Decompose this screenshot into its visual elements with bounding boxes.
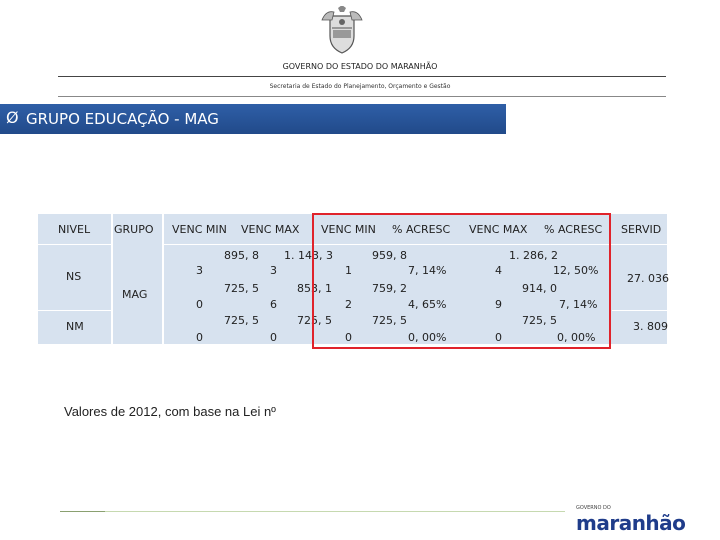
- nivel-nm: NM: [66, 320, 84, 333]
- table-cell: 9: [495, 298, 502, 311]
- table-cell: 2: [345, 298, 352, 311]
- row-separator: [38, 244, 111, 245]
- servid-ns: 27. 036: [627, 272, 669, 285]
- table-cell: 853, 1: [297, 282, 332, 295]
- table-cell: 0: [270, 331, 277, 344]
- highlight-box: [312, 213, 611, 349]
- footer-divider: [60, 511, 565, 512]
- table-cell: 0, 00%: [408, 331, 447, 344]
- logo-top-text: GOVERNO DO: [576, 505, 611, 511]
- footnote: Valores de 2012, com base na Lei nº: [64, 404, 276, 419]
- table-cell: 0: [345, 331, 352, 344]
- footer-divider-accent: [60, 511, 105, 512]
- table-cell: 914, 0: [522, 282, 557, 295]
- header-servid: SERVID: [621, 223, 662, 236]
- row-separator: [612, 310, 667, 311]
- table-cell: 4: [495, 264, 502, 277]
- header-nivel: NIVEL: [58, 223, 91, 236]
- subheader-divider: [58, 96, 666, 97]
- section-title: GRUPO EDUCAÇÃO - MAG: [26, 110, 219, 128]
- table-cell: 3: [196, 264, 203, 277]
- nivel-ns: NS: [66, 270, 82, 283]
- state-crest-icon: [321, 6, 363, 54]
- table-cell: 3: [270, 264, 277, 277]
- bullet-arrow-icon: Ø: [6, 108, 19, 127]
- table-cell: 895, 8: [224, 249, 259, 262]
- row-separator: [164, 244, 667, 245]
- table-cell: 725, 5: [372, 314, 407, 327]
- table-cell: 12, 50%: [553, 264, 599, 277]
- row-separator: [38, 310, 111, 311]
- section-banner: [0, 104, 506, 134]
- grupo-mag: MAG: [122, 288, 148, 301]
- table-cell: 725, 5: [224, 314, 259, 327]
- table-cell: 759, 2: [372, 282, 407, 295]
- table-cell: 1. 143, 3: [284, 249, 333, 262]
- table-cell: 6: [270, 298, 277, 311]
- grupo-column-bg: [113, 214, 162, 344]
- header-venc-max-new: VENC MAX: [469, 223, 528, 236]
- table-cell: 1. 286, 2: [509, 249, 558, 262]
- maranhao-logo: GOVERNO DO maranhão: [576, 505, 696, 537]
- table-cell: 0: [196, 331, 203, 344]
- table-cell: 7, 14%: [408, 264, 447, 277]
- nivel-column-bg: [38, 214, 111, 344]
- servid-nm: 3. 809: [633, 320, 668, 333]
- header-acresc-max: % ACRESC: [544, 223, 603, 236]
- table-cell: 0: [495, 331, 502, 344]
- table-cell: 4, 65%: [408, 298, 447, 311]
- table-cell: 725, 5: [297, 314, 332, 327]
- table-cell: 0, 00%: [557, 331, 596, 344]
- government-title: GOVERNO DO ESTADO DO MARANHÃO: [282, 62, 438, 71]
- table-cell: 1: [345, 264, 352, 277]
- table-cell: 7, 14%: [559, 298, 598, 311]
- header-venc-min-new: VENC MIN: [321, 223, 376, 236]
- table-cell: 959, 8: [372, 249, 407, 262]
- table-cell: 0: [196, 298, 203, 311]
- logo-name: maranhão: [576, 511, 686, 535]
- header-divider: [58, 76, 666, 77]
- header-venc-max: VENC MAX: [241, 223, 300, 236]
- header-venc-min: VENC MIN: [172, 223, 227, 236]
- header-grupo: GRUPO: [114, 223, 154, 236]
- header-acresc-min: % ACRESC: [392, 223, 451, 236]
- table-cell: 725, 5: [522, 314, 557, 327]
- secretaria-subtitle: Secretaria de Estado do Planejamento, Or…: [269, 83, 451, 90]
- table-cell: 725, 5: [224, 282, 259, 295]
- values-column-bg: [164, 214, 667, 344]
